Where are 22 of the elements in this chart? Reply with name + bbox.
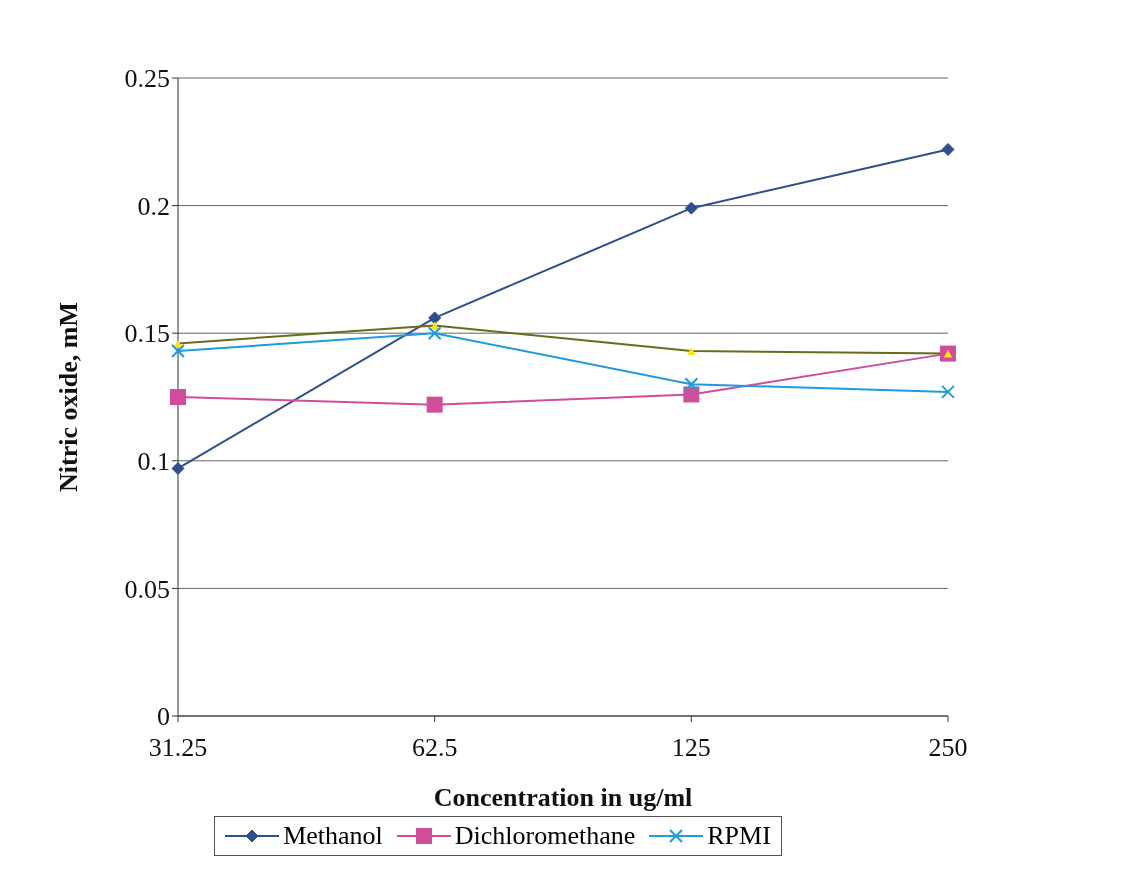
y-axis-title: Nitric oxide, mM <box>54 302 84 492</box>
x-tick-label: 250 <box>928 733 968 763</box>
point <box>428 311 442 325</box>
y-tick-label: 0.2 <box>137 191 170 221</box>
x-tick-label: 31.25 <box>148 733 208 763</box>
legend-label: RPMI <box>706 821 771 851</box>
x-axis-title: Concentration in ug/ml <box>433 783 693 812</box>
y-tick-label: 0.15 <box>124 319 170 349</box>
legend-label: Methanol <box>282 821 383 851</box>
x-tick-label: 62.5 <box>411 733 458 763</box>
point <box>171 461 185 475</box>
legend-label: Dichloromethane <box>453 821 636 851</box>
point <box>170 389 186 405</box>
point <box>684 201 698 215</box>
x-tick-label: 125 <box>671 733 711 763</box>
point <box>683 386 700 403</box>
y-tick-label: 0.1 <box>137 447 170 477</box>
point <box>426 396 443 413</box>
y-tick-label: 0 <box>157 702 170 732</box>
point <box>941 142 955 156</box>
y-tick-label: 0.25 <box>124 64 170 94</box>
y-tick-label: 0.05 <box>124 574 170 604</box>
